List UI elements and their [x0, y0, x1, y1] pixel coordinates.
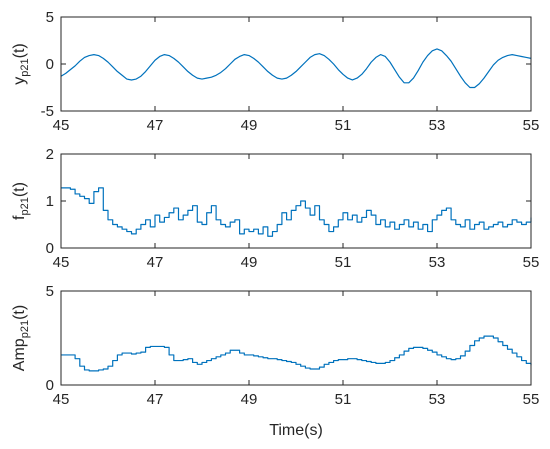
x-tick-label-f-p21-5: 55 [523, 254, 540, 271]
panel-amp-p21-ticks: 45 47 49 51 53 55 0 5 [46, 283, 540, 408]
x-tick-label-amp-p21-4: 53 [429, 391, 446, 408]
y-tick-label-y-p21-2: 5 [46, 9, 54, 26]
y-tick-label-f-p21-2: 2 [46, 146, 54, 163]
ylabel-amp-p21: Ampp21(t) [11, 305, 31, 371]
ylabel-f-p21: fp21(t) [11, 182, 31, 220]
x-tick-label-y-p21-0: 45 [53, 117, 70, 134]
x-tick-label-y-p21-4: 53 [429, 117, 446, 134]
x-tick-label-amp-p21-5: 55 [523, 391, 540, 408]
y-tick-label-amp-p21-1: 5 [46, 283, 54, 300]
series-line-amp-p21 [61, 335, 532, 372]
x-tick-label-f-p21-3: 51 [335, 254, 352, 271]
xlabel-time: Time(s) [269, 422, 323, 439]
y-tick-label-f-p21-0: 0 [46, 240, 54, 257]
x-tick-label-amp-p21-2: 49 [241, 391, 258, 408]
series-line-y-p21 [60, 48, 532, 89]
panel-amp-p21: 45 47 49 51 53 55 0 5 Ampp21(t) [11, 283, 539, 408]
x-tick-label-y-p21-5: 55 [523, 117, 540, 134]
x-tick-label-f-p21-4: 53 [429, 254, 446, 271]
x-tick-label-f-p21-2: 49 [241, 254, 258, 271]
x-tick-label-f-p21-0: 45 [53, 254, 70, 271]
x-tick-label-amp-p21-0: 45 [53, 391, 70, 408]
series-line-f-p21 [61, 187, 532, 237]
x-tick-label-y-p21-1: 47 [147, 117, 164, 134]
y-tick-label-y-p21-0: -5 [41, 103, 54, 120]
panel-y-p21-frame [60, 16, 532, 112]
x-tick-label-amp-p21-3: 51 [335, 391, 352, 408]
y-tick-label-f-p21-1: 1 [46, 193, 54, 210]
panel-f-p21-frame [60, 153, 532, 249]
panel-f-p21-ticks: 45 47 49 51 53 55 0 1 2 [46, 146, 540, 271]
panel-amp-p21-frame [60, 290, 532, 386]
x-tick-label-f-p21-1: 47 [147, 254, 164, 271]
x-tick-label-y-p21-3: 51 [335, 117, 352, 134]
ylabel-y-p21: yp21(t) [11, 43, 31, 84]
panel-f-p21: 45 47 49 51 53 55 0 1 2 fp21(t) [11, 146, 539, 271]
y-tick-label-y-p21-1: 0 [46, 56, 54, 73]
panel-y-p21: 45 47 49 51 53 55 -5 0 5 yp21(t) [11, 9, 539, 134]
y-tick-label-amp-p21-0: 0 [46, 377, 54, 394]
x-tick-label-amp-p21-1: 47 [147, 391, 164, 408]
x-tick-label-y-p21-2: 49 [241, 117, 258, 134]
